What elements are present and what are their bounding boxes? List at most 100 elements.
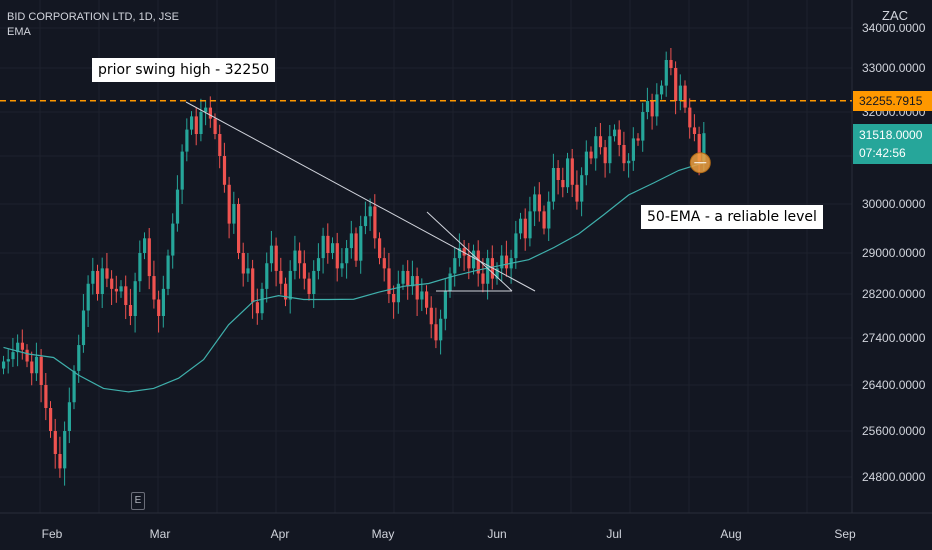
candle-body — [204, 107, 208, 112]
candle-body — [105, 268, 109, 279]
candle-body — [312, 270, 316, 294]
candle-body — [114, 288, 118, 292]
candle-body — [664, 60, 668, 86]
candle-body — [288, 270, 292, 300]
candle — [251, 259, 255, 319]
candle — [349, 220, 353, 259]
candle — [312, 260, 316, 309]
candle-body — [349, 233, 353, 249]
candle-body — [354, 233, 358, 261]
candle-body — [669, 60, 673, 68]
candle-body — [326, 235, 330, 253]
candle — [500, 245, 504, 282]
currency-label[interactable]: ZAC — [879, 7, 911, 24]
candle-body — [514, 233, 518, 259]
candle-body — [302, 263, 306, 279]
candle — [608, 124, 612, 174]
candle-body — [551, 168, 556, 202]
candle-body — [476, 250, 480, 274]
time-tick-label: Jun — [487, 527, 506, 541]
candle — [91, 257, 95, 295]
candle-body — [11, 352, 15, 360]
candle-body — [556, 168, 560, 180]
candle — [345, 240, 349, 279]
candle-body — [519, 218, 523, 234]
candle — [617, 120, 621, 157]
candle — [410, 260, 415, 295]
candle — [44, 373, 48, 421]
candle — [570, 148, 574, 198]
candle-body — [523, 218, 527, 239]
candle-body — [481, 273, 485, 284]
candle — [105, 253, 109, 288]
candle — [237, 198, 241, 260]
candle-body — [636, 138, 640, 141]
candle — [688, 98, 692, 139]
candles — [2, 48, 706, 486]
candle-body — [284, 283, 288, 300]
candle-body — [246, 268, 250, 274]
candle-body — [542, 211, 546, 229]
candle-body — [584, 151, 588, 176]
chart-legend: BID CORPORATION LTD, 1D, JSE EMA — [7, 10, 179, 40]
ema-line — [3, 162, 704, 393]
candle-body — [6, 359, 10, 362]
candle-body — [222, 156, 227, 185]
candle — [359, 215, 363, 274]
level-price-tag: 32255.7915 — [853, 91, 932, 111]
candle — [288, 260, 292, 314]
candle-body — [627, 160, 631, 164]
time-tick-label: Feb — [42, 527, 63, 541]
candle — [218, 124, 222, 169]
candle-body — [190, 116, 194, 130]
candle-body — [58, 454, 62, 469]
candle — [180, 144, 184, 204]
candle-body — [91, 270, 95, 284]
candle-body — [533, 194, 537, 212]
candle-body — [133, 281, 137, 316]
candle — [392, 285, 396, 319]
candle-body — [307, 278, 311, 294]
candle — [157, 290, 161, 333]
candle — [25, 344, 29, 368]
candle-body — [316, 258, 321, 271]
candle-body — [443, 291, 447, 319]
candle-body — [453, 258, 457, 274]
candle-body — [359, 226, 363, 261]
candle-body — [420, 291, 424, 300]
candle-body — [697, 134, 701, 161]
candle-body — [100, 268, 104, 294]
price-tick-label: 33000.0000 — [862, 61, 926, 75]
candle-body — [260, 288, 264, 314]
candle-body — [16, 342, 20, 353]
candle — [307, 272, 311, 301]
price-tick-label: 24800.0000 — [862, 470, 926, 484]
candle-body — [255, 302, 259, 314]
candle — [603, 139, 607, 178]
candle-body — [152, 276, 156, 300]
candle-body — [49, 408, 53, 431]
candle — [199, 98, 203, 142]
candle — [166, 249, 170, 296]
candle — [49, 401, 53, 438]
candle-body — [650, 101, 654, 117]
candle — [420, 278, 424, 312]
candle — [227, 176, 231, 239]
candle-body — [537, 194, 541, 212]
candle — [16, 334, 20, 367]
candle — [67, 387, 71, 444]
events-toggle-icon[interactable]: E — [131, 492, 145, 510]
candle — [53, 418, 57, 469]
candle — [86, 275, 90, 327]
candle — [453, 247, 457, 287]
candle — [476, 240, 480, 287]
candle-body — [86, 283, 90, 311]
candle-body — [622, 145, 626, 164]
candle — [528, 196, 532, 247]
candle-body — [53, 431, 57, 454]
candle — [566, 152, 570, 193]
time-tick-label: Mar — [150, 527, 171, 541]
candle — [279, 257, 283, 295]
candle-body — [128, 305, 133, 316]
